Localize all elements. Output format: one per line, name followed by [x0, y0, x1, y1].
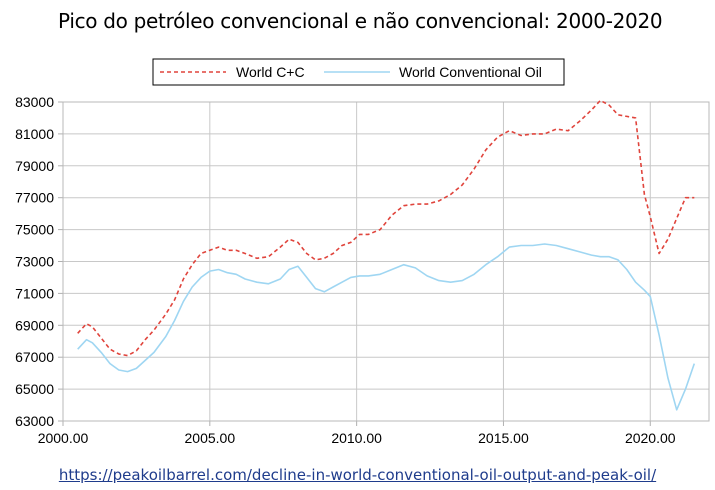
- y-tick-label: 79000: [15, 158, 54, 174]
- series-line-world-cc: [77, 99, 695, 357]
- y-tick-label: 77000: [15, 190, 54, 206]
- x-tick-label: 2000.00: [38, 430, 89, 446]
- y-tick-label: 73000: [15, 254, 54, 270]
- source-link[interactable]: https://peakoilbarrel.com/decline-in-wor…: [58, 466, 657, 484]
- y-tick-label: 83000: [15, 94, 54, 110]
- y-tick-label: 63000: [15, 413, 54, 429]
- y-tick-label: 69000: [15, 317, 54, 333]
- x-tick-label: 2015.00: [478, 430, 529, 446]
- x-tick-label: 2020.00: [625, 430, 676, 446]
- chart-title: Pico do petróleo convencional e não conv…: [58, 9, 663, 33]
- y-tick-label: 65000: [15, 381, 54, 397]
- series-line-world-conventional-oil: [77, 243, 696, 411]
- x-tick-label: 2010.00: [331, 430, 382, 446]
- x-tick-label: 2005.00: [185, 430, 236, 446]
- y-tick-label: 67000: [15, 349, 54, 365]
- y-tick-label: 71000: [15, 285, 54, 301]
- plot-area-border: [62, 101, 710, 422]
- y-tick-label: 75000: [15, 222, 54, 238]
- y-tick-label: 81000: [15, 126, 54, 142]
- line-chart: 63000 65000 67000 69000 71000 73000 75000 77000…: [15, 58, 710, 446]
- legend-label: World Conventional Oil: [399, 64, 542, 80]
- legend-label: World C+C: [236, 64, 305, 80]
